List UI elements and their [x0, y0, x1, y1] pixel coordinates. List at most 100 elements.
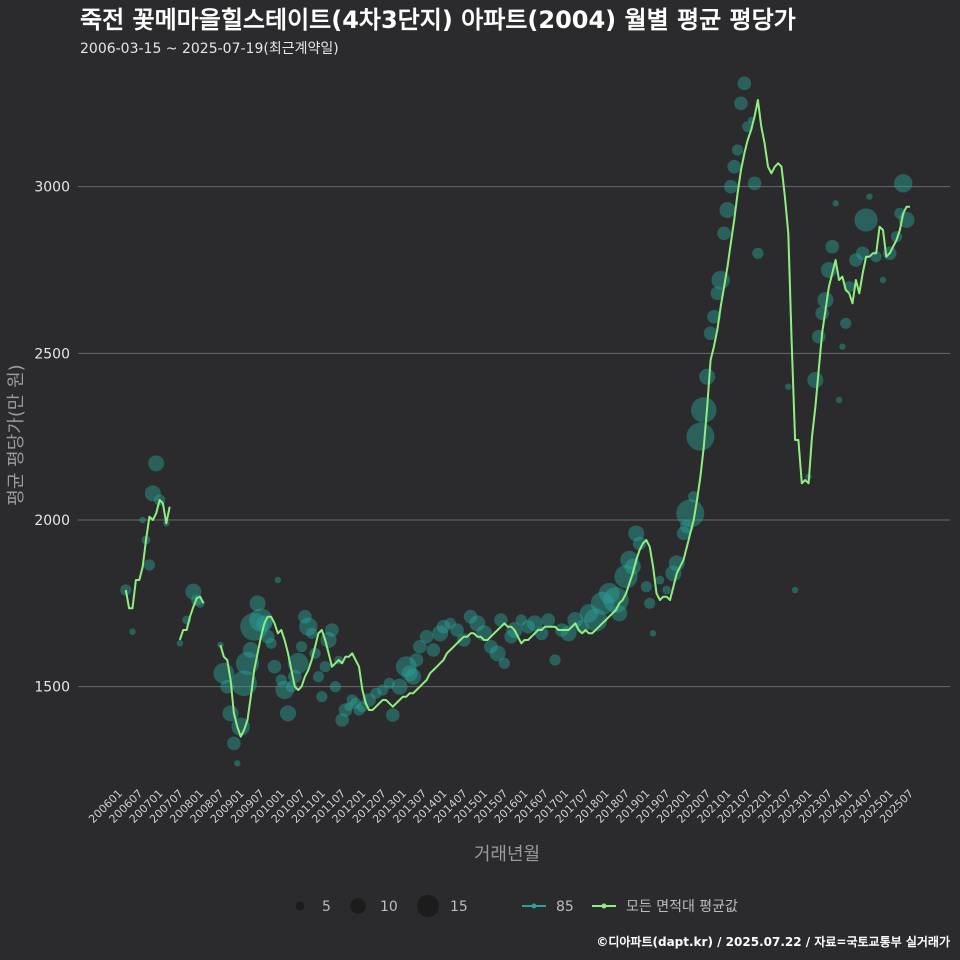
legend-series-marker-2 — [601, 903, 607, 909]
data-point — [144, 485, 161, 502]
data-point — [139, 516, 146, 524]
data-point — [346, 694, 358, 706]
data-point — [832, 200, 839, 207]
y-tick-2000: 2000 — [34, 513, 70, 529]
y-tick-1500: 1500 — [34, 680, 70, 696]
data-point — [344, 702, 354, 712]
chart-title: 죽전 꽃메마을힐스테이트(4차3단지) 아파트(2004) 월별 평균 평당가 — [80, 6, 796, 34]
data-point — [662, 585, 672, 595]
data-point — [752, 247, 764, 259]
data-point — [584, 608, 608, 632]
data-point — [703, 326, 718, 341]
data-point — [280, 705, 297, 722]
data-point — [734, 96, 748, 111]
data-point — [316, 691, 328, 703]
data-point — [498, 657, 510, 669]
data-point — [386, 708, 400, 722]
data-point — [463, 609, 478, 624]
data-point — [227, 736, 241, 751]
data-point — [665, 565, 682, 582]
data-point — [338, 703, 353, 717]
data-point — [825, 239, 840, 254]
data-point — [450, 623, 464, 637]
data-point — [724, 179, 738, 194]
data-point — [335, 713, 349, 727]
data-point — [541, 613, 556, 627]
data-point — [299, 617, 318, 636]
chart-subtitle: 2006-03-15 ~ 2025-07-19(최근계약일) — [80, 41, 339, 57]
data-point — [598, 582, 620, 604]
data-point — [807, 372, 824, 388]
data-point — [515, 614, 527, 626]
data-point — [319, 661, 331, 673]
data-point — [717, 226, 731, 241]
data-point — [484, 639, 498, 654]
data-point — [567, 612, 584, 628]
data-point — [287, 652, 309, 674]
legend-size-label-10: 10 — [380, 899, 398, 915]
legend-size-label-5: 5 — [322, 899, 331, 915]
data-point — [655, 575, 665, 585]
data-point — [377, 684, 389, 696]
data-point — [849, 253, 863, 267]
data-point — [710, 286, 725, 301]
x-tick-labels: 2006012006072007012007072008012008072009… — [86, 787, 916, 826]
data-point — [176, 640, 184, 647]
y-tick-labels: 1500 2000 2500 3000 — [34, 180, 70, 696]
data-point — [811, 329, 826, 344]
data-point — [855, 246, 870, 261]
data-point — [329, 681, 341, 693]
data-point — [295, 641, 308, 653]
data-point — [419, 629, 434, 644]
legend-size-label-15: 15 — [450, 899, 468, 915]
data-point — [469, 615, 486, 632]
y-axis-title: 평균 평당가(만 원) — [6, 364, 27, 505]
line-layer — [124, 99, 910, 738]
data-point — [249, 595, 266, 612]
data-point — [489, 645, 506, 662]
data-point — [719, 202, 736, 218]
data-point — [353, 704, 365, 716]
data-point — [632, 536, 647, 551]
data-point — [143, 559, 156, 571]
data-point — [274, 576, 282, 584]
data-point — [879, 276, 887, 284]
data-point — [249, 608, 273, 632]
data-point — [854, 208, 878, 232]
data-point — [649, 630, 657, 637]
data-point — [707, 309, 721, 324]
data-point — [395, 656, 417, 678]
legend-series-marker-1 — [531, 903, 537, 909]
data-point — [383, 677, 396, 689]
source-caption: ©디아파트(dapt.kr) / 2025.07.22 / 자료=국토교통부 실… — [596, 934, 950, 949]
data-point — [526, 615, 543, 632]
data-point — [260, 629, 275, 644]
data-point — [267, 659, 282, 674]
data-point — [521, 619, 535, 634]
data-point — [817, 292, 834, 308]
data-point — [426, 643, 441, 657]
data-point — [640, 581, 652, 593]
data-point — [624, 558, 641, 575]
data-point — [644, 597, 656, 609]
data-point — [444, 617, 456, 629]
legend-series-label-1: 85 — [556, 899, 574, 915]
data-point — [737, 76, 752, 91]
data-point — [727, 159, 742, 174]
data-point — [676, 499, 705, 528]
data-point — [234, 760, 241, 767]
data-point — [409, 653, 424, 667]
data-point — [603, 587, 629, 613]
data-point — [235, 651, 260, 675]
average-line-segment-2 — [178, 595, 205, 641]
data-point — [839, 343, 846, 350]
data-point — [815, 306, 829, 321]
legend-size-marker-15 — [417, 895, 439, 917]
data-point — [835, 396, 843, 404]
data-point — [676, 526, 691, 541]
data-point — [549, 654, 561, 666]
data-point — [275, 680, 294, 700]
data-point — [432, 625, 449, 642]
data-point — [129, 628, 136, 635]
